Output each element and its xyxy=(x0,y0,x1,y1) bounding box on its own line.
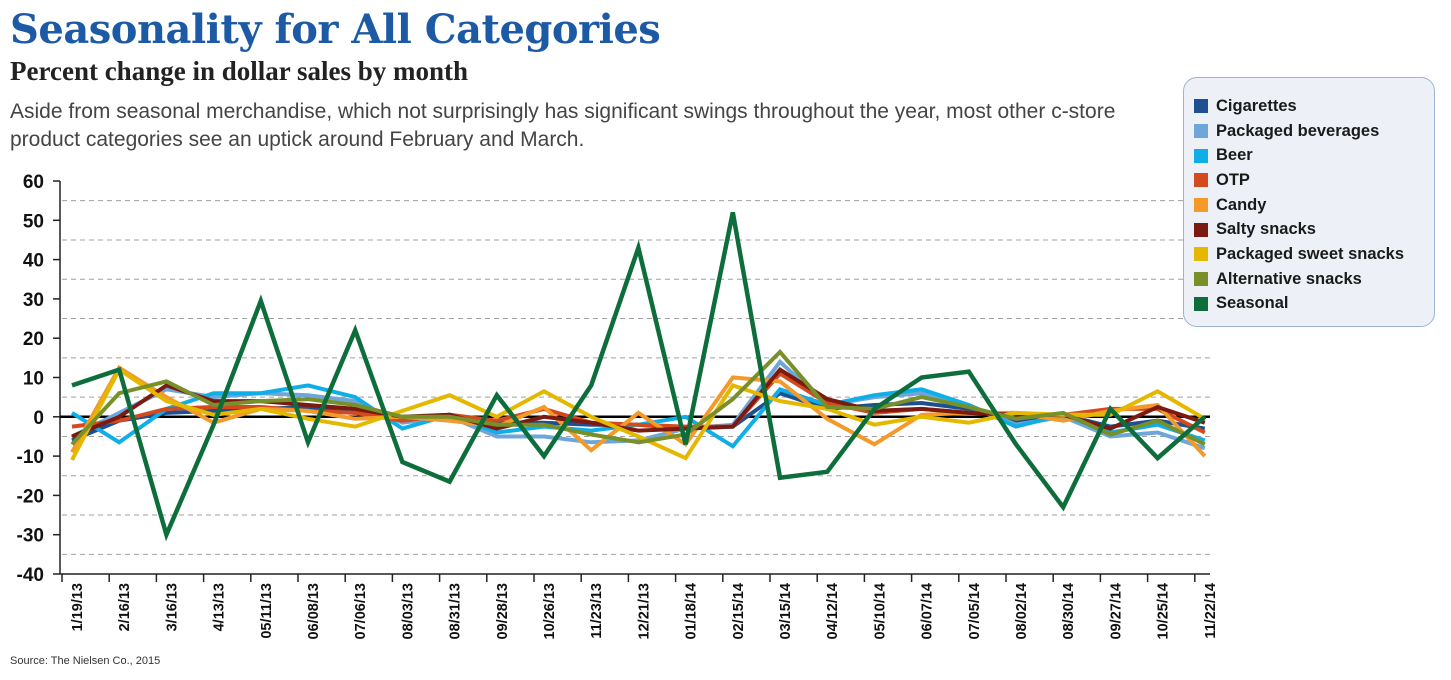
x-tick-label: 2/16/13 xyxy=(117,583,133,631)
x-tick-label: 02/15/14 xyxy=(731,583,747,639)
legend-swatch xyxy=(1194,198,1208,213)
x-tick-label: 07/06/13 xyxy=(353,583,369,639)
y-tick-label: -10 xyxy=(17,447,44,468)
x-tick-label: 12/21/13 xyxy=(636,583,652,639)
series-line-seasonal xyxy=(71,211,1207,542)
legend-item: Candy xyxy=(1194,193,1434,218)
y-tick-label: 30 xyxy=(23,290,44,311)
x-tick-label: 10/26/13 xyxy=(542,583,558,639)
legend-swatch xyxy=(1194,272,1208,287)
legend-item: Packaged beverages xyxy=(1194,119,1434,144)
legend-label: Packaged beverages xyxy=(1216,121,1380,140)
y-tick-label: 0 xyxy=(33,408,44,429)
x-tick-label: 05/10/14 xyxy=(872,583,888,639)
legend-swatch xyxy=(1194,148,1208,163)
x-tick-label: 03/15/14 xyxy=(778,583,794,639)
x-tick-label: 04/12/14 xyxy=(825,583,841,639)
y-tick-label: 60 xyxy=(23,172,44,193)
legend-item: Cigarettes xyxy=(1194,94,1434,119)
x-tick-label: 4/13/13 xyxy=(212,583,228,631)
legend-item: Alternative snacks xyxy=(1194,267,1434,292)
x-tick-label: 05/11/13 xyxy=(259,583,275,639)
legend-swatch xyxy=(1194,124,1208,139)
series-line-alternative-snacks xyxy=(70,349,1206,447)
legend-label: Salty snacks xyxy=(1216,220,1316,239)
x-tick-label: 07/05/14 xyxy=(967,583,983,639)
y-tick-label: 50 xyxy=(23,211,44,232)
chart-description: Aside from seasonal merchandise, which n… xyxy=(10,100,1116,151)
legend-label: Seasonal xyxy=(1216,294,1289,313)
page-subtitle: Percent change in dollar sales by month xyxy=(10,56,469,86)
legend-item: OTP xyxy=(1194,168,1434,193)
series-line-packaged-sweet-snacks xyxy=(70,366,1206,461)
series-lines xyxy=(70,211,1207,542)
y-tick-label: 10 xyxy=(23,369,44,390)
legend-label: Beer xyxy=(1216,146,1253,165)
legend-swatch xyxy=(1194,173,1208,188)
legend-item: Packaged sweet snacks xyxy=(1194,242,1434,267)
legend-item: Seasonal xyxy=(1194,292,1434,317)
legend-label: Packaged sweet snacks xyxy=(1216,244,1405,263)
x-tick-label: 1/19/13 xyxy=(70,583,86,631)
legend-item: Beer xyxy=(1194,143,1434,168)
x-tick-label: 09/27/14 xyxy=(1108,583,1124,639)
legend-label: Alternative snacks xyxy=(1216,269,1362,288)
x-tick-label: 01/18/14 xyxy=(684,583,700,639)
x-tick-label: 11/23/13 xyxy=(589,583,605,639)
legend-swatch xyxy=(1194,247,1208,262)
legend-swatch xyxy=(1194,296,1208,311)
x-tick-label: 08/02/14 xyxy=(1014,583,1030,639)
x-tick-label: 06/08/13 xyxy=(306,583,322,639)
x-tick-label: 3/16/13 xyxy=(164,583,180,631)
x-tick-label: 10/25/14 xyxy=(1156,583,1172,639)
legend-item: Salty snacks xyxy=(1194,217,1434,242)
x-tick-label: 08/03/13 xyxy=(400,583,416,639)
x-tick-label: 09/28/13 xyxy=(495,583,511,639)
y-tick-label: 40 xyxy=(23,251,44,272)
x-tick-label: 08/30/14 xyxy=(1061,583,1077,639)
x-tick-label: 11/22/14 xyxy=(1203,583,1219,639)
x-tick-label: 06/07/14 xyxy=(920,583,936,639)
legend-label: OTP xyxy=(1216,170,1250,189)
y-tick-label: 20 xyxy=(23,329,44,350)
legend-label: Candy xyxy=(1216,195,1267,214)
source-note: Source: The Nielsen Co., 2015 xyxy=(10,655,161,667)
y-tick-label: -20 xyxy=(17,486,44,507)
page-title: Seasonality for All Categories xyxy=(10,6,661,53)
legend-swatch xyxy=(1194,222,1208,237)
chart-legend: Cigarettes Packaged beverages Beer OTP Candy… xyxy=(1183,77,1435,327)
y-tick-label: -30 xyxy=(17,526,44,547)
legend-swatch xyxy=(1194,99,1208,114)
legend-label: Cigarettes xyxy=(1216,96,1297,115)
x-tick-label: 08/31/13 xyxy=(448,583,464,639)
y-tick-label: -40 xyxy=(17,565,44,586)
